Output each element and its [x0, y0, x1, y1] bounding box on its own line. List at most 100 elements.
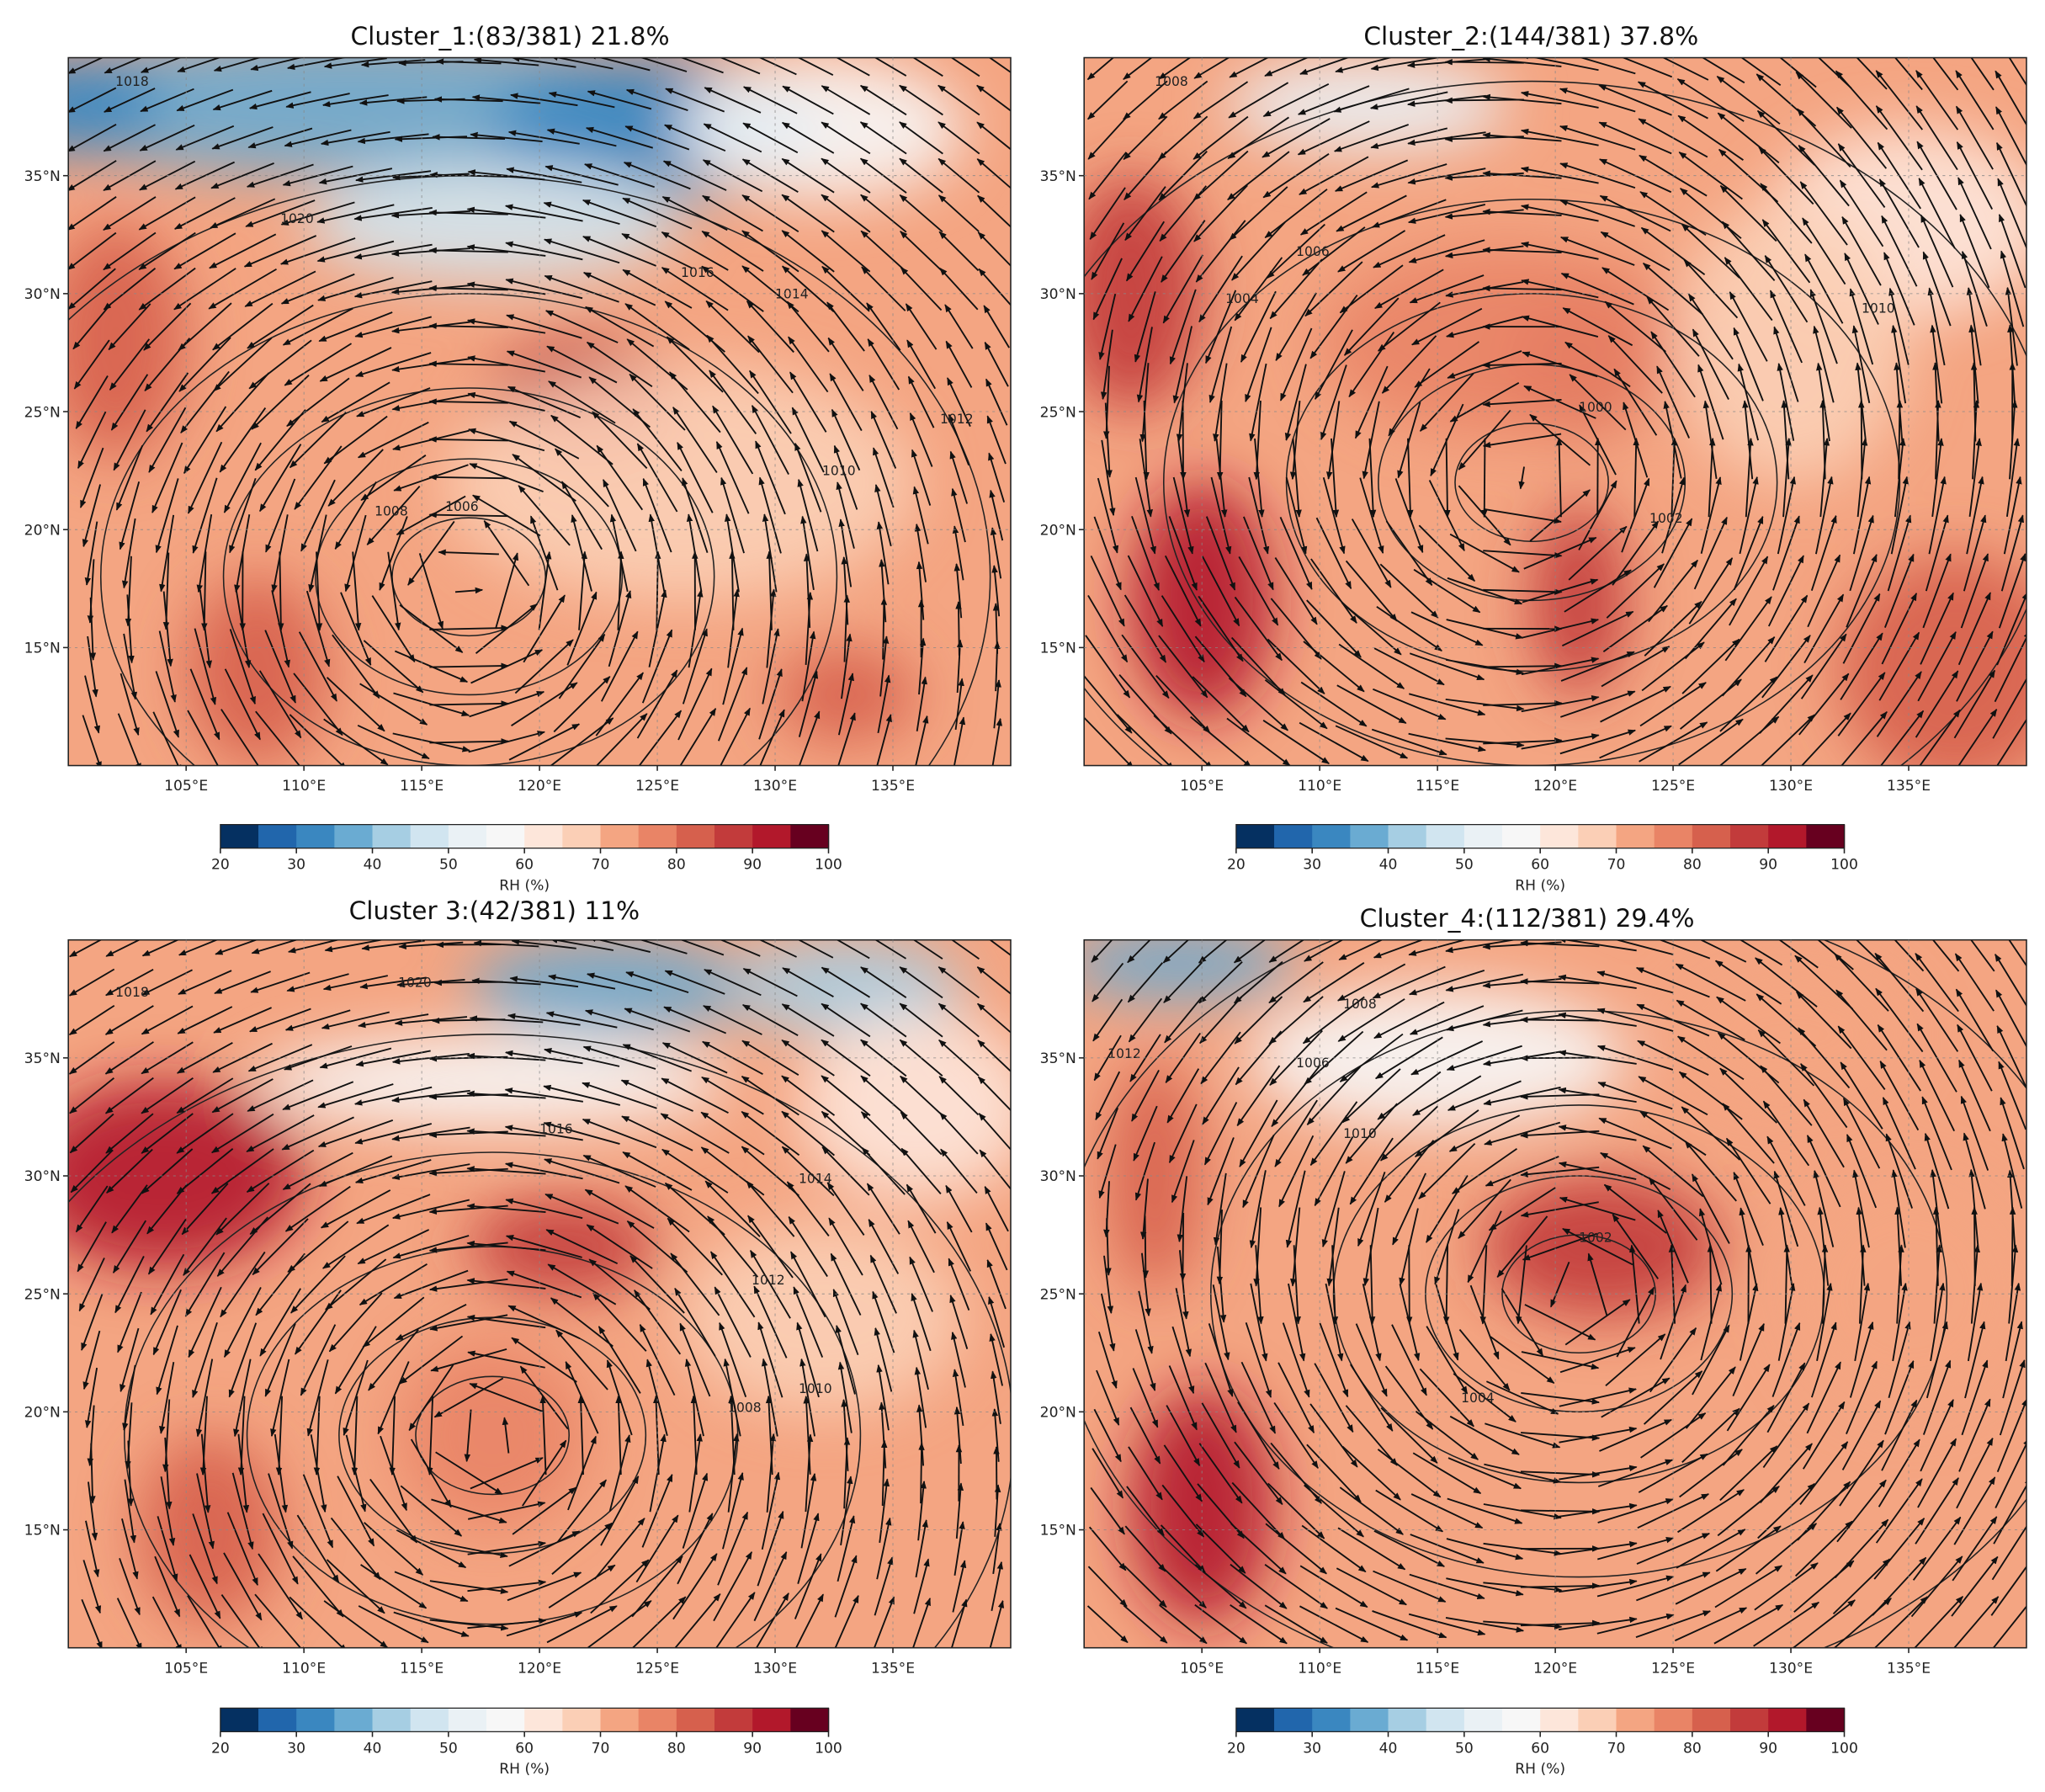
colorbar-tick-label: 60 [1531, 857, 1549, 874]
colorbar-swatch [1768, 1708, 1808, 1732]
wind-arrow [1445, 737, 1525, 748]
wind-arrow [991, 565, 1001, 617]
wind-arrow [180, 370, 230, 433]
wind-arrow [148, 407, 187, 473]
isobar [1454, 423, 1609, 542]
wind-arrow [123, 633, 138, 700]
colorbar-swatch [790, 1708, 830, 1732]
wind-arrow [1521, 733, 1600, 750]
wind-arrow [1128, 256, 1163, 322]
wind-arrow [495, 552, 519, 630]
wind-arrow [1205, 516, 1236, 591]
wind-arrow [1569, 374, 1627, 431]
wind-arrow [758, 57, 797, 76]
wind-arrow [247, 304, 314, 349]
wind-arrow [146, 372, 189, 433]
rh-blob [256, 1034, 729, 1129]
wind-arrow [265, 478, 296, 553]
wind-arrow [715, 440, 750, 514]
wind-arrow [636, 669, 678, 739]
colorbar-swatch [1235, 824, 1275, 848]
wind-arrow [68, 196, 117, 231]
wind-arrow [1087, 80, 1129, 120]
wind-arrow [1192, 150, 1249, 201]
wind-arrow [1408, 732, 1486, 752]
wind-arrow [719, 57, 761, 75]
wind-arrow [1297, 85, 1370, 115]
wind-arrow [1520, 1016, 1600, 1024]
wind-arrow [1362, 401, 1380, 480]
wind-arrow [1521, 657, 1600, 676]
wind-arrow [582, 199, 657, 228]
wind-arrow [821, 265, 870, 312]
wind-arrow [138, 231, 196, 270]
wind-arrow [1253, 400, 1262, 481]
colorbar-swatch [448, 824, 487, 848]
wind-arrow [103, 124, 156, 152]
x-tick-label: 135°E [1887, 778, 1931, 795]
wind-arrow [323, 415, 388, 465]
wind-arrow [833, 444, 858, 510]
wind-arrow [617, 550, 624, 630]
wind-arrow [407, 520, 455, 586]
wind-arrow [1560, 272, 1634, 306]
wind-arrow [469, 691, 545, 718]
wind-arrow [1227, 151, 1290, 201]
wind-arrow [1376, 605, 1442, 651]
colorbar-swatch [1654, 824, 1693, 848]
wind-arrow [1275, 292, 1317, 362]
wind-arrow [366, 485, 421, 545]
wind-arrow [990, 527, 1002, 579]
wind-arrow [1279, 327, 1313, 401]
x-tick-label: 135°E [1887, 1660, 1931, 1677]
contour-label: 1002 [1579, 1231, 1612, 1246]
wind-arrow [1397, 401, 1421, 479]
wind-arrow [821, 157, 871, 194]
wind-arrow [1447, 577, 1523, 605]
wind-arrow [588, 57, 651, 72]
wind-arrow [546, 128, 617, 147]
wind-arrow [323, 57, 387, 69]
wind-arrow [641, 629, 673, 704]
wind-arrow [1121, 634, 1170, 699]
wind-arrow [918, 1442, 925, 1504]
wind-arrow [300, 479, 336, 552]
contour-label: 1004 [1461, 1391, 1495, 1406]
colorbar-swatch [1806, 824, 1846, 848]
colorbar-swatch [1578, 824, 1617, 848]
x-tick-label: 125°E [635, 1660, 679, 1677]
wind-arrow [1284, 364, 1307, 441]
wind-arrow [243, 235, 317, 268]
wind-arrow [1104, 402, 1113, 478]
wind-arrow [1408, 239, 1485, 263]
colorbar-tick-label: 20 [211, 1740, 230, 1757]
wind-arrow [742, 86, 798, 114]
colorbar-swatch [1502, 824, 1541, 848]
wind-arrow [1520, 1055, 1600, 1061]
contour-label: 1010 [1862, 300, 1895, 316]
wind-arrow [826, 301, 865, 352]
y-tick-label: 20°N [1040, 1405, 1076, 1422]
wind-arrow [1087, 116, 1128, 160]
wind-arrow [977, 194, 1011, 228]
wind-arrow [629, 373, 686, 431]
wind-arrow [326, 677, 385, 732]
rh-blob [68, 222, 187, 460]
x-tick-label: 125°E [1651, 778, 1695, 795]
colorbar-swatch [1654, 1708, 1693, 1732]
wind-arrow [821, 121, 871, 155]
wind-arrow [1335, 725, 1409, 759]
wind-arrow [1370, 127, 1448, 149]
wind-arrow [1123, 115, 1168, 161]
wind-arrow [747, 335, 794, 394]
wind-arrow [1201, 556, 1240, 627]
x-tick-label: 135°E [871, 1660, 915, 1677]
wind-arrow [661, 267, 729, 311]
wind-arrow [916, 561, 925, 620]
wind-arrow [661, 231, 729, 271]
wind-arrow [724, 513, 740, 593]
wind-arrow [1192, 676, 1250, 733]
wind-arrow [946, 377, 971, 428]
wind-arrow [642, 477, 672, 553]
wind-arrow [661, 195, 728, 231]
